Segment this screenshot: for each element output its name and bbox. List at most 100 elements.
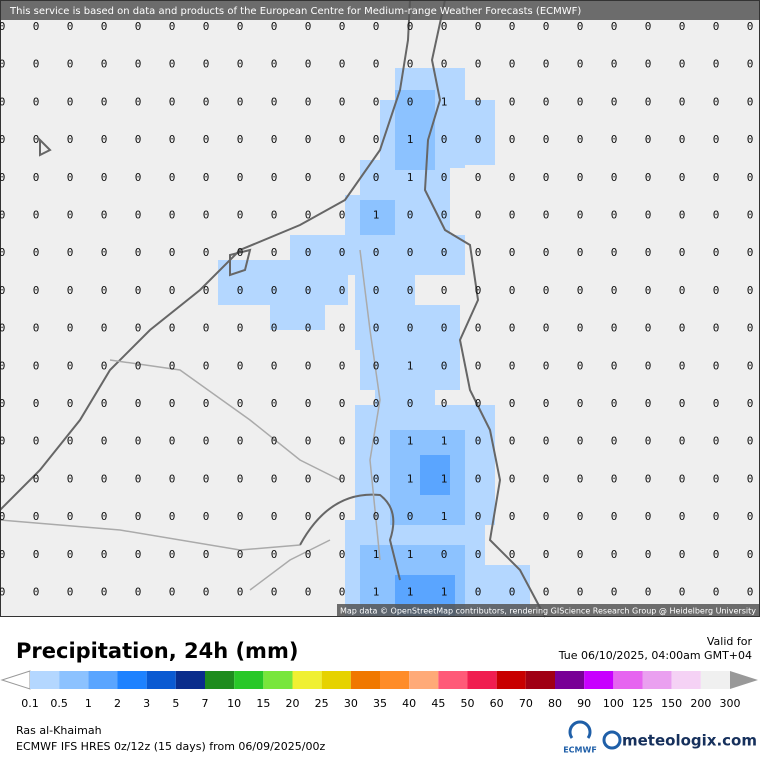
grid-value: 0 xyxy=(135,171,142,184)
grid-value: 0 xyxy=(271,472,278,485)
grid-value: 0 xyxy=(679,435,686,448)
grid-value: 0 xyxy=(67,20,74,33)
grid-value: 1 xyxy=(373,548,380,561)
grid-value: 0 xyxy=(271,548,278,561)
grid-value: 0 xyxy=(305,209,312,222)
grid-value: 1 xyxy=(407,359,414,372)
bar-label: 2 xyxy=(114,697,121,710)
ecmwf-icon xyxy=(568,720,592,739)
grid-value: 0 xyxy=(475,95,482,108)
grid-value: 0 xyxy=(0,435,5,448)
grid-value: 0 xyxy=(203,397,210,410)
grid-value: 0 xyxy=(339,58,346,71)
bar-label: 5 xyxy=(172,697,179,710)
bar-swatch xyxy=(438,671,468,689)
grid-value: 0 xyxy=(271,586,278,599)
grid-value: 0 xyxy=(101,397,108,410)
grid-value: 0 xyxy=(0,322,5,335)
grid-value: 0 xyxy=(203,133,210,146)
grid-value: 0 xyxy=(543,58,550,71)
grid-value: 0 xyxy=(645,95,652,108)
attribution-bg xyxy=(337,604,760,617)
grid-value: 0 xyxy=(203,58,210,71)
grid-value: 0 xyxy=(135,58,142,71)
bar-swatch xyxy=(146,671,176,689)
grid-value: 0 xyxy=(475,20,482,33)
grid-value: 0 xyxy=(373,472,380,485)
grid-value: 0 xyxy=(441,246,448,259)
grid-value: 0 xyxy=(339,472,346,485)
grid-value: 0 xyxy=(0,397,5,410)
grid-value: 0 xyxy=(169,284,176,297)
bar-swatch xyxy=(234,671,264,689)
grid-value: 0 xyxy=(33,472,40,485)
grid-value: 0 xyxy=(305,548,312,561)
grid-value: 0 xyxy=(67,322,74,335)
grid-value: 0 xyxy=(339,246,346,259)
grid-value: 0 xyxy=(713,359,720,372)
bar-label: 80 xyxy=(548,697,562,710)
grid-value: 0 xyxy=(33,359,40,372)
grid-value: 0 xyxy=(169,20,176,33)
grid-value: 0 xyxy=(305,284,312,297)
grid-value: 0 xyxy=(713,284,720,297)
grid-value: 0 xyxy=(509,359,516,372)
bar-swatch xyxy=(205,671,235,689)
grid-value: 0 xyxy=(33,586,40,599)
bar-label: 0.1 xyxy=(21,697,39,710)
grid-value: 0 xyxy=(373,359,380,372)
value-grid: 0 0 0 0 0 0 0 0 0 0 0 0 0 0 0 0 0 0 0 0 0 0 0 0 0 0 0 0 0 0 0 0 0 0 0 0 0 0 0 0… xyxy=(0,20,753,599)
grid-value: 0 xyxy=(271,359,278,372)
grid-value: 0 xyxy=(475,284,482,297)
grid-value: 0 xyxy=(407,209,414,222)
grid-value: 0 xyxy=(33,435,40,448)
grid-value: 0 xyxy=(543,133,550,146)
grid-value: 0 xyxy=(373,435,380,448)
grid-value: 0 xyxy=(475,472,482,485)
grid-value: 0 xyxy=(577,58,584,71)
legend-title: Precipitation, 24h (mm) xyxy=(16,639,298,663)
grid-value: 0 xyxy=(135,472,142,485)
meteologix-icon xyxy=(602,730,622,750)
grid-value: 0 xyxy=(509,284,516,297)
grid-value: 0 xyxy=(169,58,176,71)
bar-swatch xyxy=(292,671,322,689)
grid-value: 0 xyxy=(475,435,482,448)
grid-value: 0 xyxy=(509,133,516,146)
grid-value: 0 xyxy=(713,322,720,335)
grid-value: 0 xyxy=(305,397,312,410)
bar-swatch xyxy=(671,671,701,689)
grid-value: 0 xyxy=(203,359,210,372)
bar-swatch xyxy=(30,671,60,689)
grid-value: 0 xyxy=(305,359,312,372)
grid-value: 0 xyxy=(611,397,618,410)
grid-value: 0 xyxy=(645,472,652,485)
grid-value: 0 xyxy=(203,95,210,108)
grid-value: 0 xyxy=(237,95,244,108)
logo-ecmwf: ECMWF xyxy=(563,746,597,755)
grid-value: 0 xyxy=(0,246,5,259)
grid-value: 0 xyxy=(305,322,312,335)
bar-label: 60 xyxy=(490,697,504,710)
grid-value: 0 xyxy=(135,209,142,222)
grid-value: 0 xyxy=(645,322,652,335)
grid-value: 0 xyxy=(645,171,652,184)
grid-value: 0 xyxy=(101,58,108,71)
grid-value: 0 xyxy=(305,246,312,259)
grid-value: 0 xyxy=(475,586,482,599)
grid-value: 0 xyxy=(407,284,414,297)
grid-value: 0 xyxy=(543,284,550,297)
grid-value: 0 xyxy=(237,171,244,184)
bar-label: 35 xyxy=(373,697,387,710)
grid-value: 0 xyxy=(237,548,244,561)
grid-value: 0 xyxy=(543,171,550,184)
grid-value: 0 xyxy=(101,510,108,523)
grid-value: 0 xyxy=(407,20,414,33)
borders xyxy=(0,249,381,591)
bar-label: 50 xyxy=(461,697,475,710)
grid-value: 0 xyxy=(169,510,176,523)
grid-value: 0 xyxy=(101,284,108,297)
grid-value: 0 xyxy=(713,95,720,108)
bar-label: 3 xyxy=(143,697,150,710)
